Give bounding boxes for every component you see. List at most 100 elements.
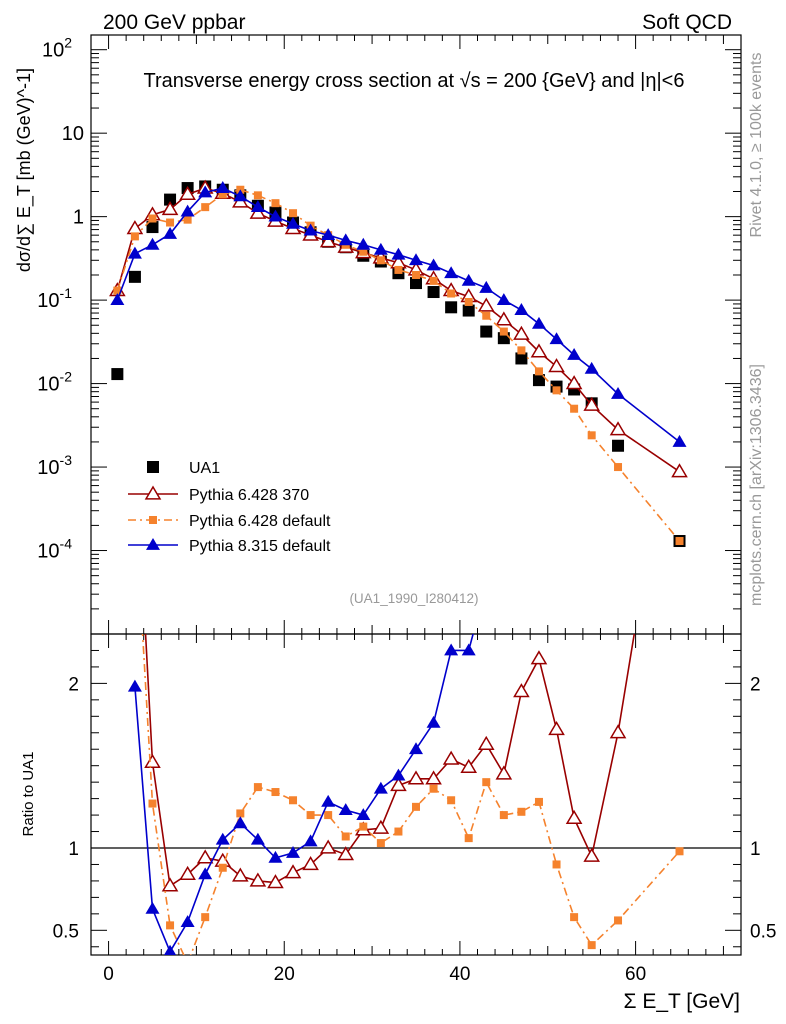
pythia-6-428-default-point: [447, 289, 456, 298]
pythia-8-315-default-ratio-point: [373, 781, 388, 794]
legend-marker-ua1: [147, 461, 159, 473]
pythia-6-428-default-ratio-point: [482, 778, 491, 787]
pythia-8-315-default-point: [286, 216, 301, 229]
pythia-8-315-default-point: [672, 434, 687, 447]
pythia-6-428-default-ratio-point: [359, 822, 368, 831]
pythia-6-428-370-point: [583, 396, 600, 411]
pythia-6-428-370-ratio-point: [495, 765, 513, 780]
pythia-6-428-370-ratio-point: [284, 864, 302, 879]
pythia-6-428-default-point: [148, 214, 157, 223]
pythia-6-428-default-ratio-point: [587, 941, 596, 950]
pythia-6-428-default-point: [166, 218, 175, 227]
pythia-6-428-default-ratio-point: [499, 811, 508, 820]
pythia-6-428-370-ratio-point: [232, 867, 249, 882]
pythia-8-315-default-ratio-point: [461, 643, 476, 656]
pythia-8-315-default-ratio-point: [338, 803, 353, 816]
ratio-y-tick-label: 2: [68, 674, 79, 695]
pythia-8-315-default-ratio-point: [250, 832, 265, 845]
pythia-6-428-default-ratio-point: [429, 784, 438, 793]
x-tick-label: 20: [274, 964, 295, 985]
ua1-point: [532, 374, 545, 387]
pythia-6-428-default-ratio-point: [253, 783, 262, 792]
header-right: Soft QCD: [642, 11, 732, 34]
pythia-6-428-370-ratio-point: [179, 865, 196, 880]
ua1-point: [111, 368, 124, 381]
pythia-8-315-default-ratio-point: [479, 578, 493, 590]
pythia-6-428-default-ratio-point: [534, 797, 543, 806]
pythia-8-315-default-ratio-point: [426, 715, 441, 728]
pythia-8-315-default-point: [514, 303, 529, 315]
pythia-8-315-default-point: [356, 237, 371, 250]
pythia-6-428-default-ratio-point: [517, 807, 526, 816]
ua1-point: [480, 325, 493, 338]
pythia-6-428-default-ratio-point: [394, 827, 403, 836]
ratio-y-axis-label: Ratio to UA1: [20, 751, 37, 836]
pythia-6-428-default-point: [429, 276, 438, 285]
pythia-6-428-370-ratio-point: [196, 849, 214, 864]
pythia-6-428-default-ratio-point: [289, 796, 298, 805]
pythia-6-428-370-ratio-point: [442, 750, 460, 765]
ratio-y-tick-label-right: 1: [750, 839, 761, 860]
ua1-point: [128, 270, 141, 283]
pythia-8-315-default-point: [215, 181, 230, 193]
pythia-8-315-default-point: [233, 189, 248, 202]
pythia-6-428-370-ratio-point: [319, 839, 337, 854]
pythia-6-428-default-point: [570, 404, 579, 413]
ua1-point: [410, 277, 422, 290]
pythia-8-315-default-point: [198, 185, 213, 198]
pythia-8-315-default-ratio-point: [409, 742, 423, 755]
pythia-6-428-default-point: [675, 537, 684, 546]
pythia-8-315-default-point: [268, 209, 283, 222]
pythia-6-428-370-ratio-point: [477, 735, 495, 750]
pythia-6-428-default-point: [376, 256, 385, 265]
pythia-6-428-370-ratio-point: [513, 683, 530, 698]
pythia-8-315-default-ratio-point: [233, 816, 248, 829]
pythia-6-428-370-point: [319, 233, 337, 248]
pythia-6-428-370-ratio-point: [565, 809, 583, 825]
pythia-8-315-default-point: [250, 200, 265, 213]
legend: UA1 Pythia 6.428 370 Pythia 6.428 default P…: [128, 460, 331, 555]
upper-y-axis-label: dσ/d∑ E_T [mb (GeV)^-1]: [14, 68, 35, 272]
pythia-8-315-default-point: [426, 258, 441, 271]
pythia-8-315-default-point: [479, 280, 494, 293]
pythia-6-428-370-ratio-point: [548, 720, 565, 736]
pythia-6-428-default-point: [359, 247, 368, 256]
pythia-8-315-default-ratio-point: [444, 643, 459, 656]
pythia-8-315-default-point: [180, 204, 195, 217]
pythia-6-428-default-point: [552, 386, 561, 395]
pythia-6-428-default-point: [271, 199, 280, 208]
pythia-6-428-default-point: [218, 190, 227, 199]
pythia-8-315-default-point: [391, 247, 406, 260]
y-tick-label: 10-3: [37, 452, 72, 479]
pythia-8-315-default-point: [531, 316, 546, 329]
pythia-6-428-default-point: [464, 297, 473, 306]
pythia-8-315-default-ratio-point: [215, 832, 230, 845]
pythia-6-428-default-ratio-point: [447, 796, 456, 805]
pythia-8-315-default-point: [549, 332, 564, 345]
pythia-6-428-default-ratio-point: [184, 959, 192, 967]
pythia-6-428-370-point: [249, 204, 267, 219]
pythia-6-428-370-ratio-point: [425, 770, 442, 785]
pythia-6-428-default-ratio-point: [464, 834, 473, 843]
pythia-8-315-default-point: [321, 228, 336, 241]
pythia-6-428-370-ratio-point: [302, 855, 319, 871]
pythia-6-428-370-point: [565, 375, 583, 390]
pythia-8-315-default-point: [409, 253, 423, 266]
legend-label-pythia-6-428-370: Pythia 6.428 370: [189, 487, 309, 504]
ua1-point: [445, 301, 458, 314]
pythia-6-428-default-ratio-point: [131, 498, 139, 506]
pythia-6-428-default-ratio-point: [218, 863, 227, 872]
pythia-6-428-370-point: [548, 358, 565, 373]
mcplots-label: mcplots.cern.ch [arXiv:1306.3436]: [748, 364, 765, 606]
pythia-6-428-default-ratio-point: [236, 809, 245, 818]
legend-label-ua1: UA1: [189, 460, 220, 477]
pythia-6-428-default-ratio-point: [376, 839, 385, 848]
pythia-8-315-default-ratio-point: [198, 867, 213, 880]
y-tick-label: 10-4: [37, 536, 72, 563]
pythia-6-428-default-point: [517, 346, 526, 355]
ua1-point: [462, 304, 475, 317]
header-left: 200 GeV ppbar: [103, 11, 245, 34]
pythia-8-315-default-point: [145, 237, 160, 250]
pythia-6-428-default-line: [116, 188, 681, 542]
